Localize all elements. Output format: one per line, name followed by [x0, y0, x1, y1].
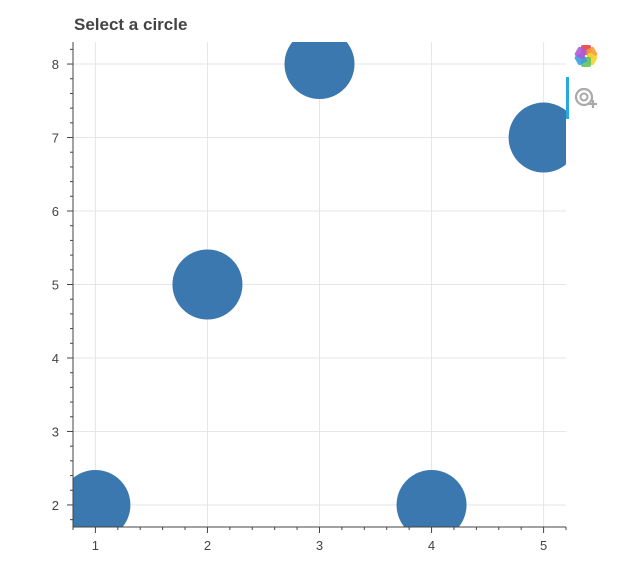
y-tick-label: 5	[52, 278, 59, 293]
data-circle[interactable]	[284, 29, 355, 100]
chart-title: Select a circle	[74, 15, 188, 34]
y-tick-label: 4	[52, 351, 59, 366]
axes: 1 2 3 4 5 2 3 4 5 6 7 8	[52, 42, 567, 553]
x-tick-label: 3	[316, 538, 323, 553]
x-tick-label: 5	[540, 538, 547, 553]
bokeh-logo-icon	[572, 42, 600, 70]
y-tick-label: 8	[52, 57, 59, 72]
data-points[interactable]	[60, 29, 578, 540]
y-tick-label: 7	[52, 131, 59, 146]
x-tick-label: 1	[92, 538, 99, 553]
toolbar	[566, 40, 606, 130]
y-tick-label: 2	[52, 498, 59, 513]
x-tick-label: 4	[428, 538, 435, 553]
y-tick-label: 6	[52, 204, 59, 219]
tap-tool-icon[interactable]	[572, 84, 600, 112]
x-tick-label: 2	[204, 538, 211, 553]
data-circle[interactable]	[60, 469, 131, 540]
active-tool-indicator	[566, 77, 569, 119]
y-tick-label: 3	[52, 424, 59, 439]
data-circle[interactable]	[508, 102, 579, 173]
data-circle[interactable]	[172, 249, 243, 320]
data-circle[interactable]	[396, 469, 467, 540]
grid-lines	[73, 42, 566, 527]
